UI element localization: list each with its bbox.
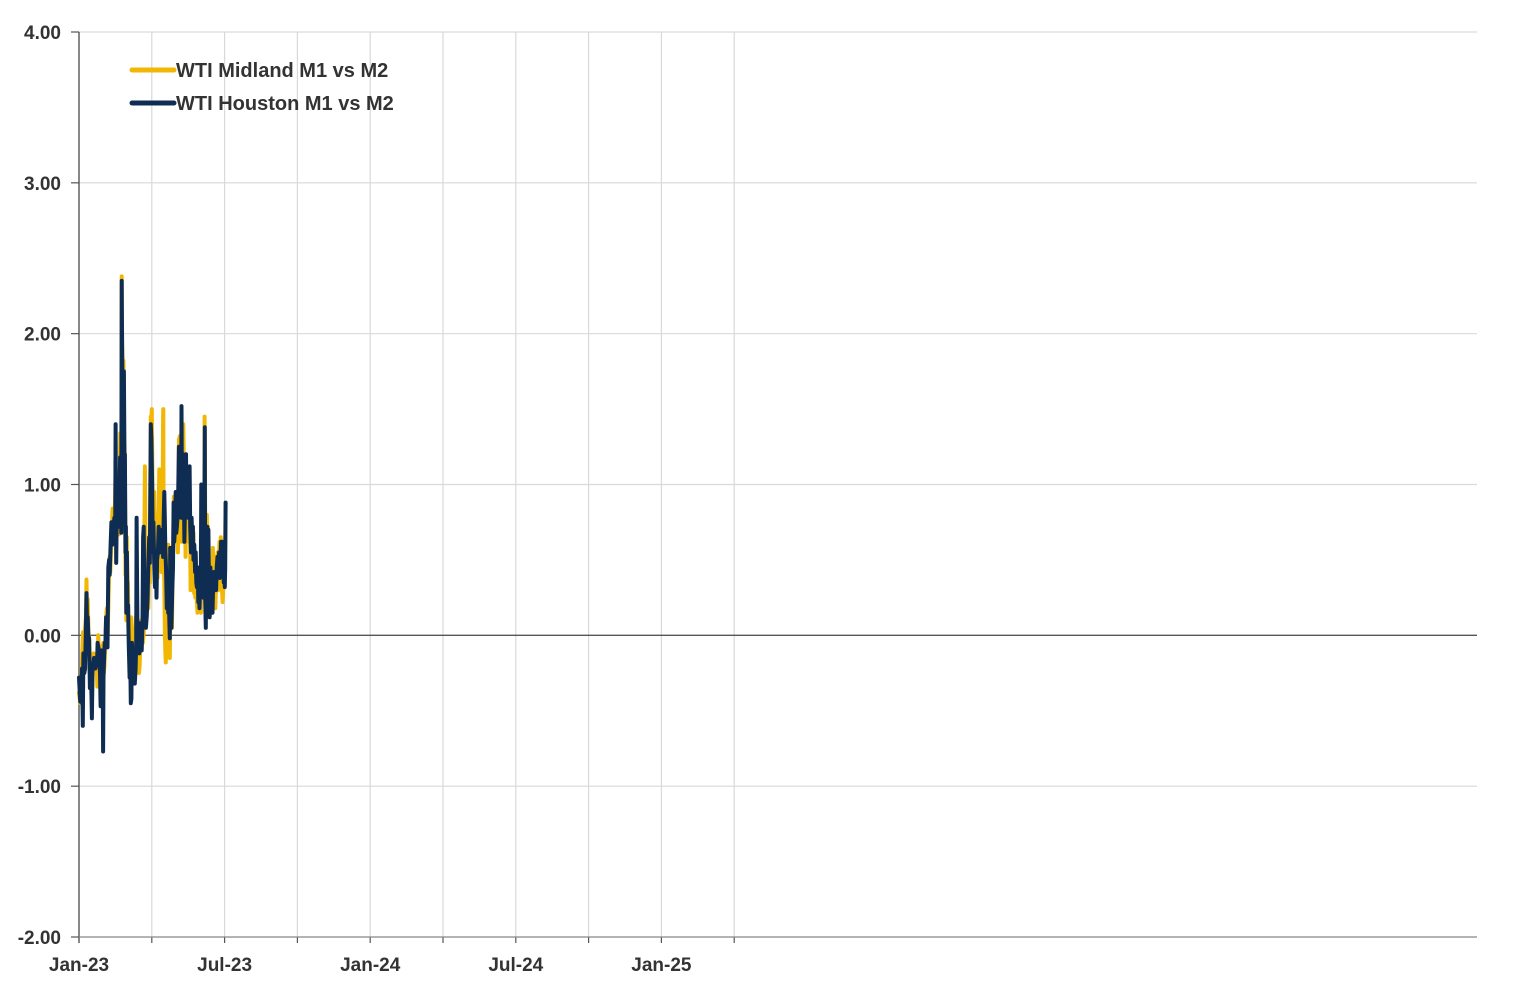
y-tick-label: 0.00 <box>24 626 61 647</box>
series-line-wti-houston <box>77 278 228 754</box>
y-tick-label: 2.00 <box>24 325 61 346</box>
axes <box>71 31 1477 943</box>
y-tick-label: 4.00 <box>24 23 61 44</box>
grid-lines <box>79 31 1477 937</box>
x-tick-label: Jan-24 <box>340 955 401 976</box>
x-tick-label: Jan-25 <box>631 955 692 976</box>
legend-label-midland: WTI Midland M1 vs M2 <box>176 60 388 82</box>
x-tick-label: Jan-23 <box>49 955 109 976</box>
tick-labels: -2.00 -1.00 0.00 1.00 2.00 3.00 4.00 Jan-23 Jul-… <box>18 23 692 976</box>
y-tick-label: -2.00 <box>18 928 61 949</box>
x-tick-label: Jul-23 <box>197 955 252 976</box>
y-tick-label: -1.00 <box>18 777 61 798</box>
legend-label-houston: WTI Houston M1 vs M2 <box>176 93 394 115</box>
legend: WTI Midland M1 vs M2 WTI Houston M1 vs M… <box>129 60 394 115</box>
series-lines <box>77 274 228 754</box>
x-tick-label: Jul-24 <box>488 955 543 976</box>
y-tick-label: 3.00 <box>24 174 61 195</box>
y-tick-label: 1.00 <box>24 476 61 497</box>
